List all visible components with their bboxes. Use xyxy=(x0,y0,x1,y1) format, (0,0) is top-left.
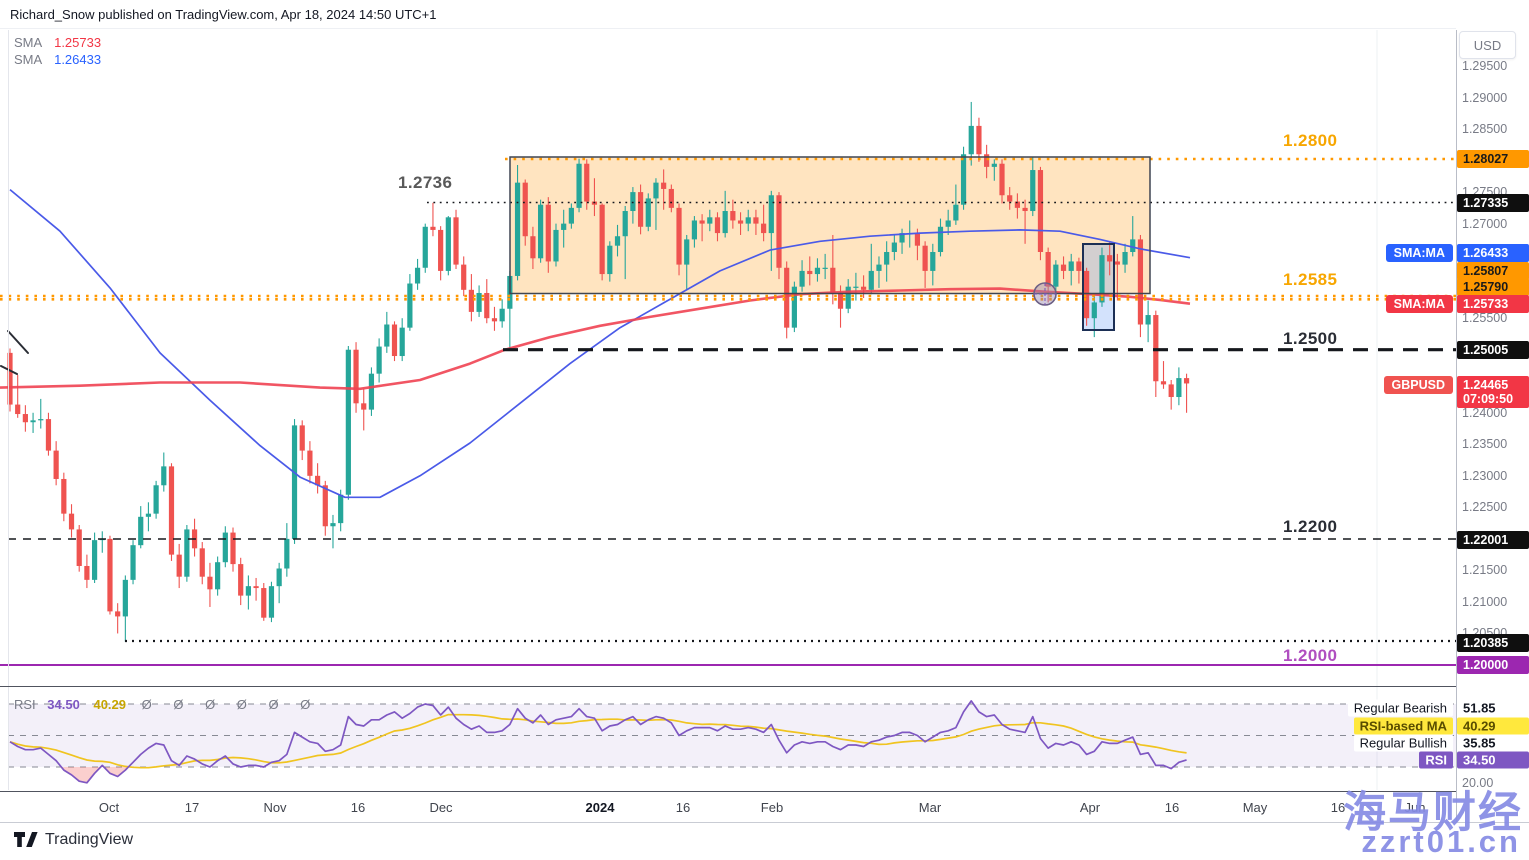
price-tick: 1.28500 xyxy=(1462,122,1508,137)
price-badge: 1.20385 xyxy=(1457,634,1529,652)
price-tick: 1.22500 xyxy=(1462,500,1508,515)
rsi-series-tag: RSI-based MA xyxy=(1353,717,1453,735)
price-tick: 1.21000 xyxy=(1462,594,1508,609)
rsi-ma-value: 40.29 xyxy=(93,697,127,712)
price-badge: 1.28027 xyxy=(1457,150,1529,168)
sma-blue-line xyxy=(9,188,1191,499)
price-badge: 1.25807 xyxy=(1457,262,1529,280)
price-badge: 1.22001 xyxy=(1457,531,1529,549)
rsi-zero-params: Ø Ø Ø Ø Ø Ø xyxy=(141,697,320,712)
highlight-zone xyxy=(1082,243,1115,331)
zone-boxes-fill xyxy=(510,157,1150,330)
time-label: Jun xyxy=(1404,800,1426,815)
rsi-series-tag: Regular Bearish xyxy=(1347,699,1453,717)
time-label: Feb xyxy=(760,800,784,815)
rsi-series-value: 40.29 xyxy=(1457,717,1529,735)
drawing-marks-layer xyxy=(0,282,1057,375)
rsi-panel-layer xyxy=(8,700,1456,784)
price-axis-border xyxy=(1456,30,1457,822)
time-label: Nov xyxy=(263,800,287,815)
price-tick: 1.25500 xyxy=(1462,311,1508,326)
price-badge: 1.25005 xyxy=(1457,341,1529,359)
chart-left-border xyxy=(8,30,9,790)
tradingview-brand[interactable]: TradingView xyxy=(14,829,133,851)
price-tick: 1.29000 xyxy=(1462,90,1508,105)
rsi-band xyxy=(8,704,1456,767)
series-tag: GBPUSD xyxy=(1383,376,1453,394)
tradingview-logo-icon xyxy=(14,832,38,847)
rsi-axis-divider xyxy=(0,791,1456,792)
watermark-line2: zzrt01.cn xyxy=(1361,824,1521,859)
time-label: Apr xyxy=(1079,800,1101,815)
panel-divider xyxy=(0,686,1456,687)
price-tick: 1.24000 xyxy=(1462,405,1508,420)
rsi-ma-line xyxy=(9,713,1187,769)
rsi-line xyxy=(9,700,1187,784)
price-tick: 1.27000 xyxy=(1462,216,1508,231)
consolidation-zone xyxy=(509,156,1151,295)
time-label: 16 xyxy=(1164,800,1180,815)
rsi-series-tag: RSI xyxy=(1419,751,1453,769)
tradingview-brand-text: TradingView xyxy=(45,831,134,848)
time-label: Mar xyxy=(918,800,942,815)
level-label: 1.2200 xyxy=(1283,517,1338,536)
rsi-legend[interactable]: RSI 34.50 40.29 Ø Ø Ø Ø Ø Ø xyxy=(14,697,319,712)
header-divider xyxy=(0,28,1456,29)
legend-sma-fast-label: SMA xyxy=(14,35,42,50)
rsi-series-tag: Regular Bullish xyxy=(1353,734,1453,752)
legend-sma-slow[interactable]: SMA 1.26433 xyxy=(14,52,101,67)
level-label: 1.2500 xyxy=(1283,329,1338,348)
price-badge: 1.26433 xyxy=(1457,244,1529,262)
time-label: 16 xyxy=(350,800,366,815)
moving-averages-layer xyxy=(0,188,1191,499)
rsi-series-value: 51.85 xyxy=(1457,699,1529,717)
time-label: 16 xyxy=(1330,800,1346,815)
last-price-badge: 1.24465 07:09:50 xyxy=(1457,376,1529,408)
circle-marker xyxy=(1033,282,1057,306)
legend-sma-fast[interactable]: SMA 1.25733 xyxy=(14,35,101,50)
price-badge: 1.25790 xyxy=(1457,278,1529,296)
legend-sma-fast-value: 1.25733 xyxy=(54,35,102,50)
level-label: 1.2736 xyxy=(398,173,453,192)
attribution-text: Richard_Snow published on TradingView.co… xyxy=(10,7,437,22)
watermark-line1: 海马财经 xyxy=(1343,789,1523,837)
bottom-divider xyxy=(0,822,1529,823)
sma-red-line xyxy=(0,287,1191,391)
time-label: May xyxy=(1242,800,1268,815)
series-tag: SMA:MA xyxy=(1385,244,1453,262)
time-label: 17 xyxy=(184,800,200,815)
rsi-series-value: 34.50 xyxy=(1457,751,1529,769)
time-label: Dec xyxy=(429,800,453,815)
level-label: 1.2800 xyxy=(1283,131,1338,150)
time-label: 16 xyxy=(675,800,691,815)
time-label: Oct xyxy=(98,800,120,815)
legend-sma-slow-value: 1.26433 xyxy=(54,52,102,67)
price-tick: 1.29500 xyxy=(1462,59,1508,73)
level-label: 1.2585 xyxy=(1283,270,1338,289)
rsi-title: RSI xyxy=(14,697,36,712)
series-tag: SMA:MA xyxy=(1385,295,1453,313)
candles-layer xyxy=(7,101,1190,642)
price-badge: 1.25733 xyxy=(1457,295,1529,313)
price-tick: 1.23500 xyxy=(1462,437,1508,452)
rsi-value: 34.50 xyxy=(47,697,80,712)
legend-sma-slow-label: SMA xyxy=(14,52,42,67)
time-label: 2024 xyxy=(585,800,615,815)
currency-usd-button[interactable]: USD xyxy=(1459,31,1516,59)
level-label: 1.2000 xyxy=(1283,646,1338,665)
zone-boxes-border xyxy=(509,156,1151,331)
rsi-bottom-tick: 20.00 xyxy=(1462,776,1494,790)
price-badge: 1.27335 xyxy=(1457,194,1529,212)
price-badge: 1.20000 xyxy=(1457,656,1529,674)
price-tick: 1.23000 xyxy=(1462,468,1508,483)
rsi-series-value: 35.85 xyxy=(1457,734,1529,752)
price-tick: 1.21500 xyxy=(1462,563,1508,578)
price-levels-layer xyxy=(0,157,1456,666)
